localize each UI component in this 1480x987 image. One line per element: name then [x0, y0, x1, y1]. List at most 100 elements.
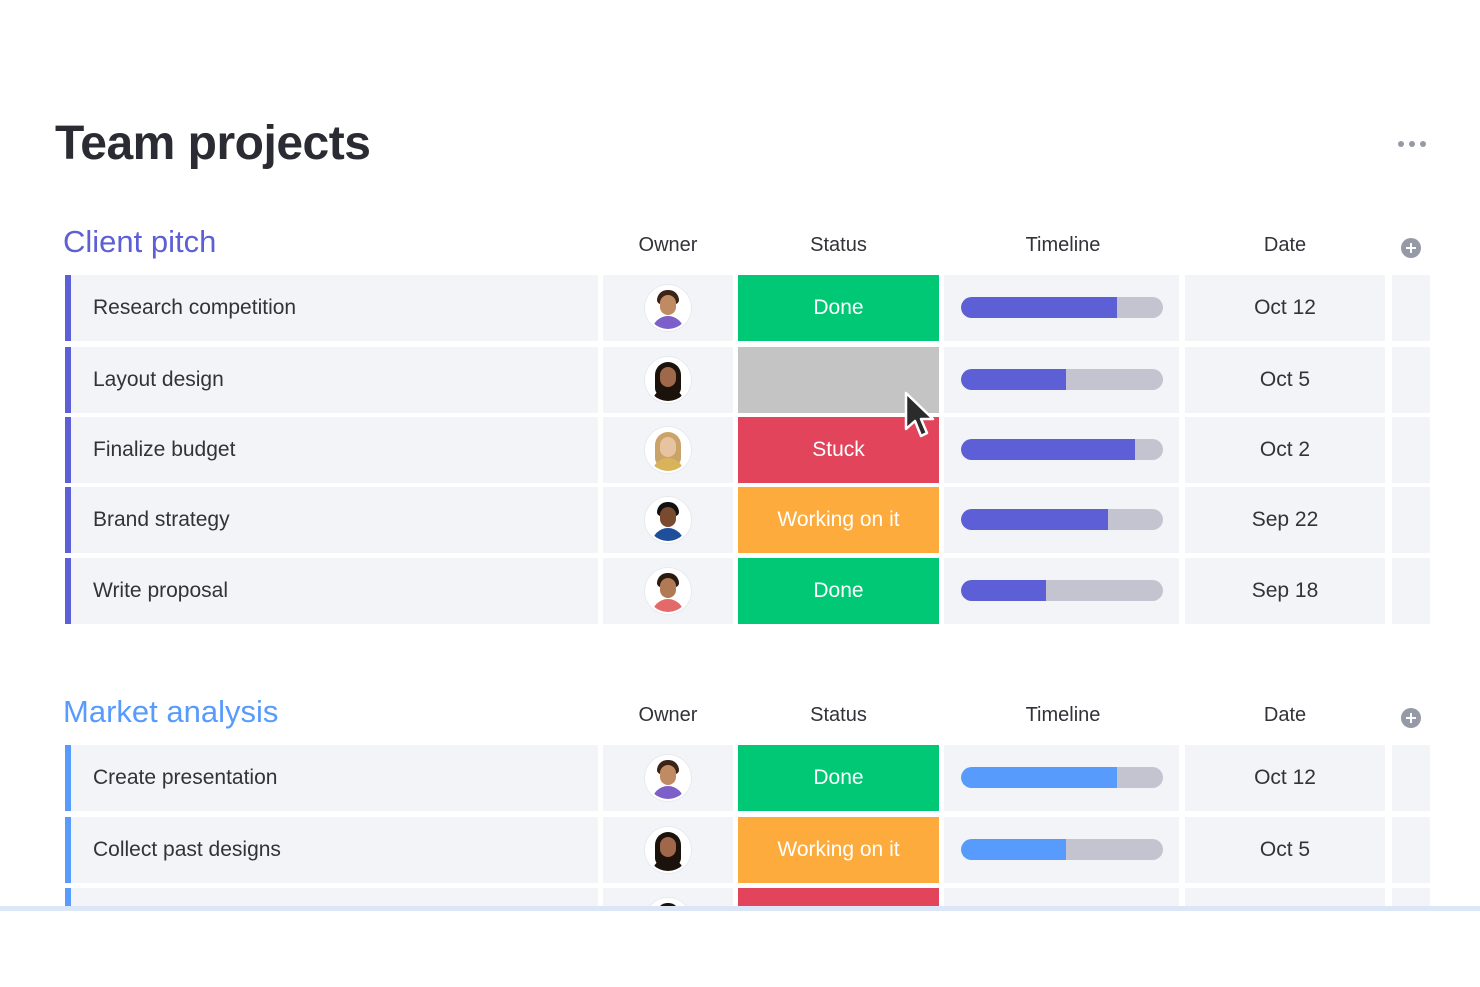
owner-cell[interactable] — [603, 347, 733, 413]
timeline-cell[interactable] — [944, 417, 1179, 483]
timeline-progress — [961, 297, 1117, 318]
empty-cell[interactable] — [1392, 347, 1430, 413]
owner-cell[interactable] — [603, 745, 733, 811]
column-header-timeline[interactable]: Timeline — [1025, 234, 1101, 256]
timeline-bar[interactable] — [961, 580, 1163, 601]
timeline-cell[interactable] — [944, 275, 1179, 341]
empty-cell[interactable] — [1392, 888, 1430, 910]
avatar[interactable] — [645, 497, 691, 543]
task-name-cell[interactable] — [65, 888, 598, 910]
table-row[interactable]: Create presentation Done Oct 12 — [0, 745, 1480, 811]
date-cell[interactable]: Oct 5 — [1185, 817, 1385, 883]
date-cell[interactable]: Sep 18 — [1185, 558, 1385, 624]
date-label: Oct 5 — [1259, 368, 1311, 391]
task-name: Write proposal — [93, 579, 229, 602]
status-badge[interactable]: Working on it — [738, 817, 939, 883]
timeline-cell[interactable] — [944, 888, 1179, 910]
avatar[interactable] — [645, 568, 691, 614]
task-name: Layout design — [93, 368, 224, 391]
timeline-cell[interactable] — [944, 745, 1179, 811]
column-header-timeline[interactable]: Timeline — [1025, 704, 1101, 726]
empty-cell[interactable] — [1392, 558, 1430, 624]
column-header-status[interactable]: Status — [810, 234, 867, 256]
status-label: Done — [813, 766, 864, 789]
timeline-progress — [961, 369, 1067, 390]
avatar[interactable] — [645, 827, 691, 873]
board: Team projects Client pitch Owner Status Tim… — [0, 117, 1480, 910]
avatar[interactable] — [645, 755, 691, 801]
table-row[interactable]: Brand strategy Working on it Sep 22 — [0, 487, 1480, 553]
date-cell[interactable]: Oct 5 — [1185, 347, 1385, 413]
more-horizontal-icon[interactable] — [1398, 136, 1432, 152]
avatar[interactable] — [645, 357, 691, 403]
group-header: Market analysis Owner Status Timeline Date — [0, 694, 1480, 754]
timeline-bar[interactable] — [961, 509, 1163, 530]
group-title[interactable]: Client pitch — [63, 224, 217, 259]
plus-circle-icon[interactable] — [1401, 708, 1421, 728]
timeline-bar[interactable] — [961, 767, 1163, 788]
status-badge[interactable]: Done — [738, 745, 939, 811]
task-name-cell[interactable]: Create presentation — [65, 745, 598, 811]
table-row[interactable]: Finalize budget Stuck Oct 2 — [0, 417, 1480, 483]
column-header-owner[interactable]: Owner — [638, 234, 698, 256]
timeline-cell[interactable] — [944, 347, 1179, 413]
empty-cell[interactable] — [1392, 275, 1430, 341]
column-header-owner[interactable]: Owner — [638, 704, 698, 726]
task-name-cell[interactable]: Layout design — [65, 347, 598, 413]
empty-cell[interactable] — [1392, 817, 1430, 883]
status-badge[interactable] — [738, 888, 939, 910]
task-name-cell[interactable]: Finalize budget — [65, 417, 598, 483]
column-header-date[interactable]: Date — [1263, 234, 1307, 256]
timeline-cell[interactable] — [944, 817, 1179, 883]
table-row[interactable]: Layout design Oct 5 — [0, 347, 1480, 413]
task-name-cell[interactable]: Write proposal — [65, 558, 598, 624]
column-header-date[interactable]: Date — [1263, 704, 1307, 726]
owner-cell[interactable] — [603, 417, 733, 483]
date-cell[interactable]: Oct 12 — [1185, 745, 1385, 811]
status-badge[interactable]: Stuck — [738, 417, 939, 483]
task-name-cell[interactable]: Brand strategy — [65, 487, 598, 553]
timeline-cell[interactable] — [944, 487, 1179, 553]
status-badge[interactable]: Working on it — [738, 487, 939, 553]
avatar[interactable] — [645, 427, 691, 473]
column-header-status[interactable]: Status — [810, 704, 867, 726]
plus-circle-icon[interactable] — [1401, 238, 1421, 258]
group-title[interactable]: Market analysis — [63, 694, 279, 729]
date-label: Sep 22 — [1251, 508, 1319, 531]
timeline-cell[interactable] — [944, 558, 1179, 624]
task-name: Collect past designs — [93, 838, 281, 861]
date-cell[interactable]: Sep 22 — [1185, 487, 1385, 553]
table-row[interactable]: Research competition Done Oct 12 — [0, 275, 1480, 341]
timeline-progress — [961, 509, 1109, 530]
task-name-cell[interactable]: Research competition — [65, 275, 598, 341]
date-cell[interactable]: Oct 12 — [1185, 275, 1385, 341]
timeline-bar[interactable] — [961, 297, 1163, 318]
status-badge[interactable]: Done — [738, 558, 939, 624]
owner-cell[interactable] — [603, 558, 733, 624]
task-name: Create presentation — [93, 766, 278, 789]
owner-cell[interactable] — [603, 817, 733, 883]
empty-cell[interactable] — [1392, 745, 1430, 811]
status-label: Working on it — [777, 508, 900, 531]
table-row[interactable]: Collect past designs Working on it Oct 5 — [0, 817, 1480, 883]
task-name-cell[interactable]: Collect past designs — [65, 817, 598, 883]
status-badge[interactable] — [738, 347, 939, 413]
date-cell[interactable] — [1185, 888, 1385, 910]
timeline-bar[interactable] — [961, 839, 1163, 860]
group-header: Client pitch Owner Status Timeline Date — [0, 224, 1480, 284]
status-label: Stuck — [812, 438, 865, 461]
empty-cell[interactable] — [1392, 487, 1430, 553]
avatar[interactable] — [645, 285, 691, 331]
table-row[interactable]: Write proposal Done Sep 18 — [0, 558, 1480, 624]
timeline-bar[interactable] — [961, 439, 1163, 460]
date-label: Sep 18 — [1251, 579, 1319, 602]
status-badge[interactable]: Done — [738, 275, 939, 341]
owner-cell[interactable] — [603, 487, 733, 553]
date-label: Oct 12 — [1254, 296, 1316, 319]
task-name: Finalize budget — [93, 438, 236, 461]
date-label: Oct 5 — [1259, 838, 1311, 861]
date-cell[interactable]: Oct 2 — [1185, 417, 1385, 483]
timeline-bar[interactable] — [961, 369, 1163, 390]
empty-cell[interactable] — [1392, 417, 1430, 483]
owner-cell[interactable] — [603, 275, 733, 341]
